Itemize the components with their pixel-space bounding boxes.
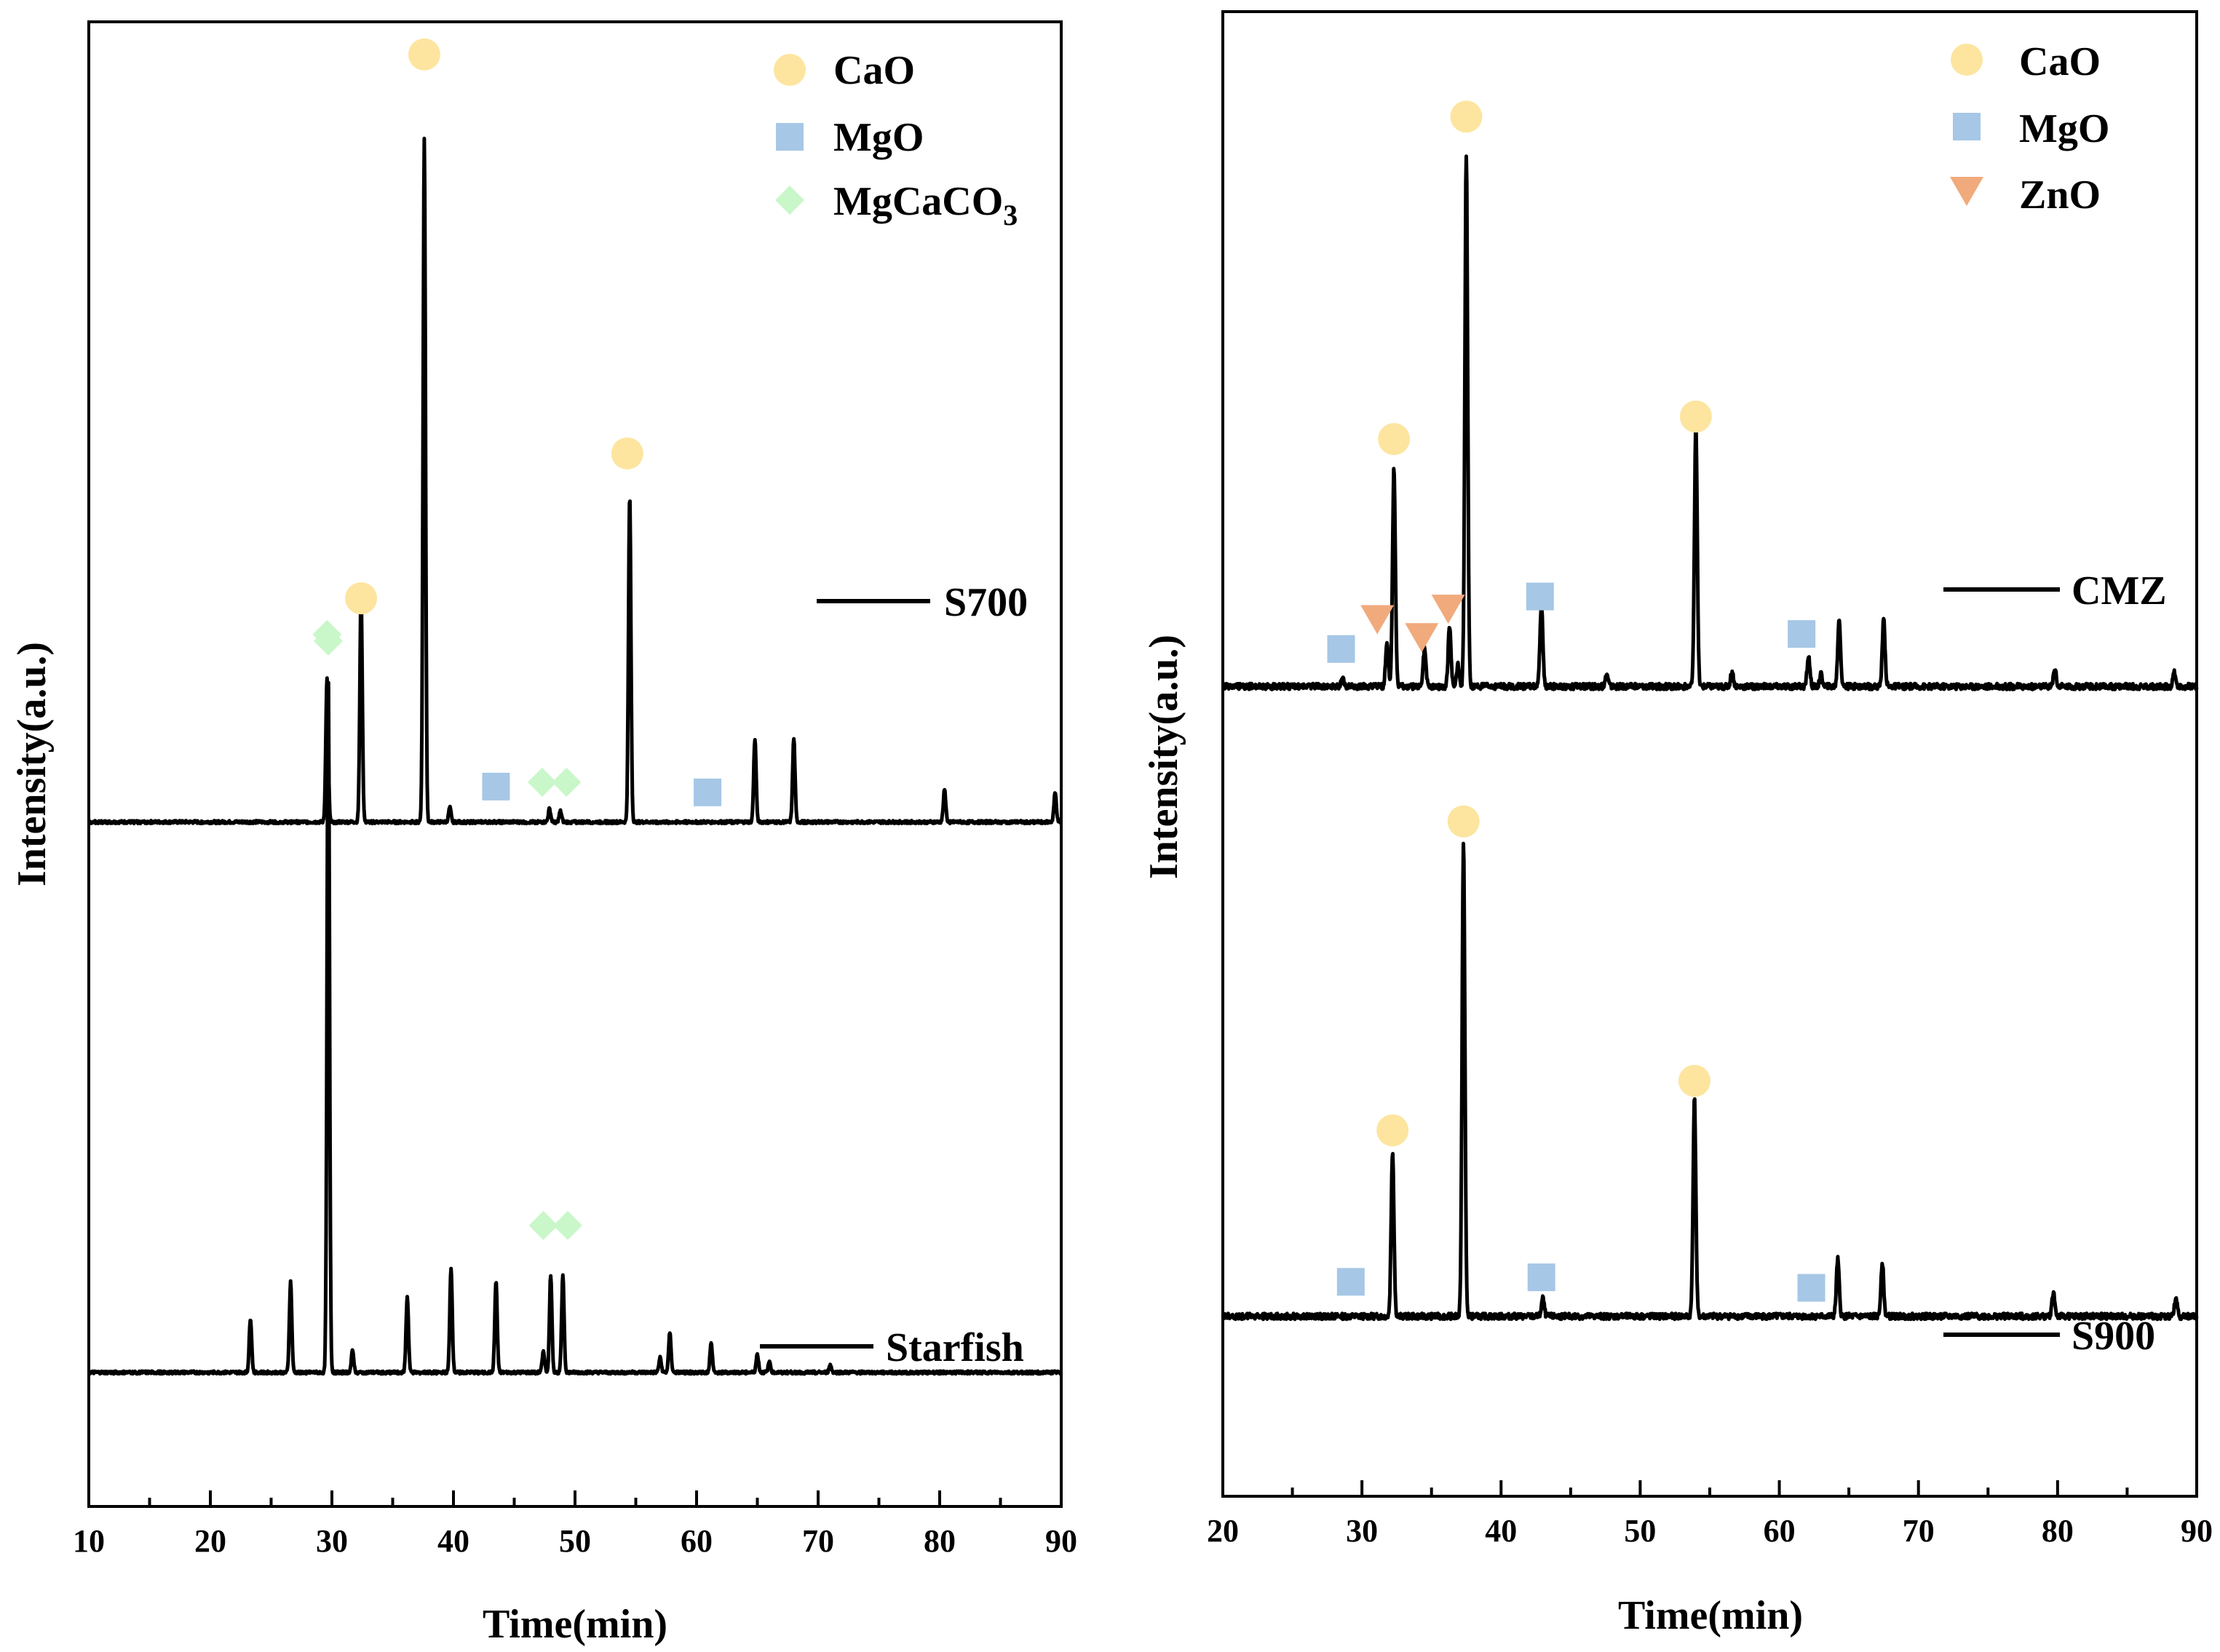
legend-cao-label: CaO: [833, 48, 915, 93]
series-line-cmz: [1221, 154, 2199, 691]
phase-marker-cao: [408, 38, 440, 71]
x-tick-label: 70: [802, 1523, 834, 1559]
right-panel: 20 30 40 50 60 70 80 90 CaO MgO ZnO CMZ S900 Ti…: [1141, 10, 2213, 1638]
series-label-s900: S900: [1943, 1314, 2155, 1359]
legend-symbol-zno: [1950, 177, 1983, 206]
series-name-s700: S700: [944, 580, 1028, 625]
phase-marker-cao: [1376, 1114, 1409, 1147]
left-marker-layer: [312, 38, 722, 1240]
phase-marker-cao: [345, 582, 378, 615]
series-name-s900: S900: [2072, 1314, 2155, 1359]
right-legend: CaO MgO ZnO: [1950, 39, 2109, 218]
legend-mgcaco3-label: MgCaCO3: [833, 179, 1018, 231]
legend-symbol-mgo: [1953, 113, 1981, 140]
phase-marker-cao: [1679, 400, 1712, 433]
series-line-s900: [1221, 841, 2199, 1322]
legend-mgo: MgO: [1953, 106, 2109, 151]
phase-marker-cao: [1378, 423, 1411, 456]
series-name-starfish: Starfish: [886, 1325, 1024, 1370]
right-marker-layer: [1327, 100, 1825, 1302]
left-x-axis-title: Time(min): [483, 1602, 667, 1647]
right-y-axis-title: Intensity(a.u.): [1141, 635, 1186, 879]
left-x-axis: 10 20 30 40 50 60 70 80 90: [73, 1490, 1077, 1559]
x-tick-label: 90: [2181, 1513, 2213, 1549]
phase-marker-mgo: [482, 772, 510, 801]
left-series-layer: [87, 136, 1063, 1376]
phase-marker-zno: [1360, 605, 1395, 635]
x-tick-label: 20: [1207, 1513, 1239, 1549]
x-tick-label: 60: [1764, 1513, 1796, 1549]
right-x-axis: 20 30 40 50 60 70 80 90: [1207, 1480, 2213, 1549]
series-line-s700: [87, 136, 1063, 826]
phase-marker-mgo: [1527, 1263, 1555, 1292]
legend-symbol-mgo: [776, 123, 804, 151]
x-tick-label: 70: [1903, 1513, 1935, 1549]
legend-mgo-label: MgO: [2019, 106, 2109, 151]
phase-marker-cao: [1678, 1065, 1710, 1097]
legend-cao-symbol: [1951, 44, 1983, 76]
legend-zno-label: ZnO: [2019, 172, 2101, 218]
series-line-starfish: [87, 680, 1063, 1376]
left-panel: 10 20 30 40 50 60 70 80 90 CaO MgO MgCaCO3 S700 …: [9, 20, 1077, 1647]
legend-zno-symbol: [1950, 177, 1983, 206]
x-tick-label: 50: [559, 1523, 591, 1559]
phase-marker-zno: [1431, 595, 1465, 624]
phase-marker-mgo: [1797, 1274, 1825, 1302]
series-label-s700: S700: [817, 580, 1028, 625]
phase-marker-mgo: [1336, 1268, 1365, 1296]
phase-marker-cao: [1447, 805, 1480, 838]
legend-mgcaco3: MgCaCO3: [775, 179, 1018, 231]
right-x-axis-title: Time(min): [1618, 1593, 1803, 1638]
legend-mgo-symbol: [1953, 113, 1981, 140]
phase-marker-mgcaco3: [552, 1210, 582, 1240]
x-tick-label: 10: [73, 1523, 105, 1559]
legend-mgo: MgO: [776, 115, 924, 160]
legend-zno: ZnO: [1950, 172, 2101, 218]
left-legend: CaO MgO MgCaCO3: [774, 48, 1018, 231]
legend-cao-label: CaO: [2019, 39, 2101, 84]
legend-cao-symbol: [774, 54, 806, 86]
x-tick-label: 30: [1346, 1513, 1378, 1549]
left-plot-frame: [87, 20, 1063, 1508]
legend-symbol-cao: [774, 54, 806, 86]
phase-marker-mgcaco3: [552, 767, 582, 797]
x-tick-label: 40: [1485, 1513, 1517, 1549]
x-tick-label: 90: [1045, 1523, 1077, 1559]
legend-mgo-symbol: [776, 123, 804, 151]
x-tick-label: 20: [194, 1523, 226, 1559]
x-tick-label: 80: [2042, 1513, 2074, 1549]
left-y-axis-title: Intensity(a.u.): [9, 642, 55, 886]
legend-symbol-mgcaco3: [775, 186, 804, 215]
phase-marker-mgo: [694, 778, 722, 806]
x-tick-label: 50: [1624, 1513, 1656, 1549]
x-tick-label: 60: [681, 1523, 713, 1559]
phase-marker-zno: [1405, 623, 1439, 653]
phase-marker-mgcaco3: [528, 1210, 558, 1240]
phase-marker-cao: [611, 437, 643, 470]
phase-marker-mgo: [1327, 635, 1355, 663]
x-tick-label: 80: [924, 1523, 956, 1559]
legend-mgcaco3-symbol: [775, 186, 804, 215]
phase-marker-mgcaco3: [313, 626, 343, 656]
x-tick-label: 30: [316, 1523, 348, 1559]
legend-cao: CaO: [1951, 39, 2101, 84]
phase-marker-mgcaco3: [527, 767, 557, 797]
phase-marker-mgo: [1788, 620, 1816, 648]
legend-mgo-label: MgO: [833, 115, 924, 160]
right-series-layer: [1221, 154, 2199, 1322]
legend-symbol-cao: [1951, 44, 1983, 76]
phase-marker-cao: [1450, 100, 1483, 133]
series-name-cmz: CMZ: [2072, 568, 2167, 613]
series-label-starfish: Starfish: [760, 1325, 1024, 1370]
right-plot-frame: [1221, 10, 2198, 1498]
x-tick-label: 40: [437, 1523, 469, 1559]
phase-marker-mgo: [1526, 582, 1554, 611]
series-label-cmz: CMZ: [1943, 568, 2167, 613]
legend-cao: CaO: [774, 48, 915, 93]
